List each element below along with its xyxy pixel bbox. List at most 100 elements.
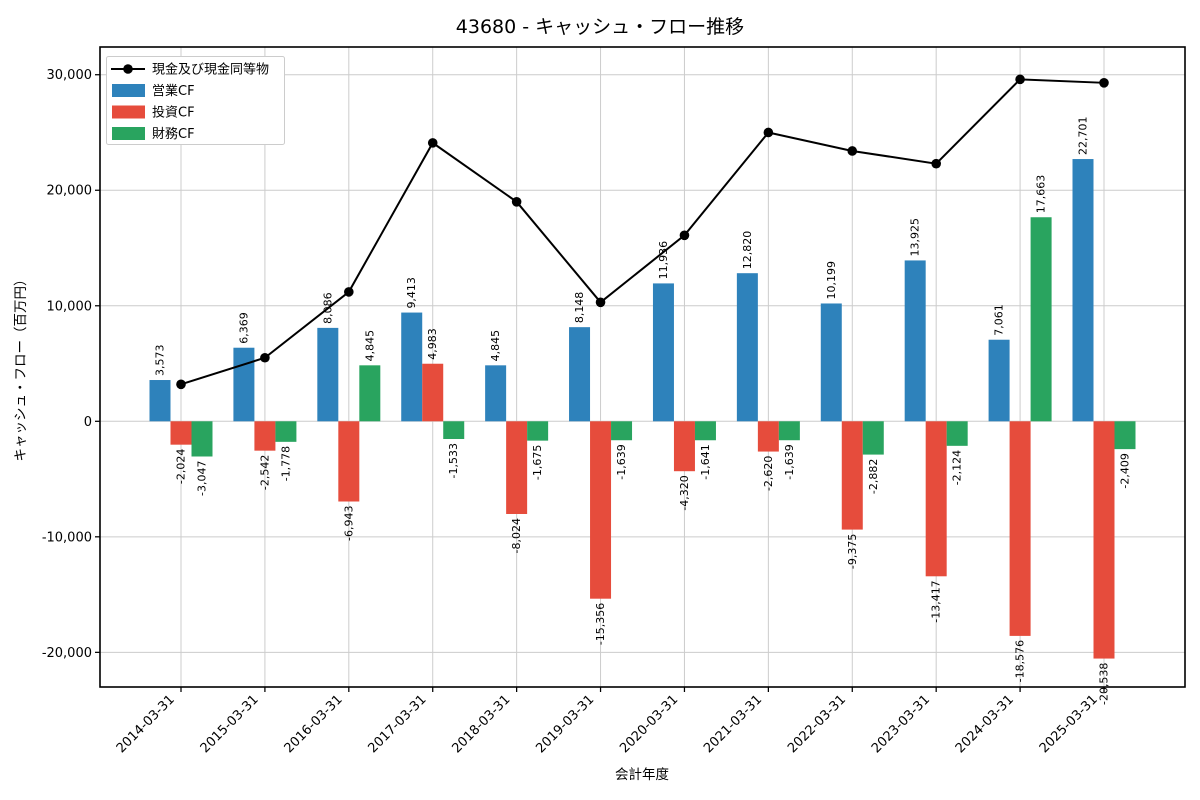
y-tick-label: 10,000	[47, 299, 93, 314]
bar-value-label: 4,845	[363, 330, 376, 362]
bar-value-label: -8,024	[510, 518, 523, 553]
bar-value-label: -18,576	[1014, 640, 1027, 682]
cash-line-marker	[679, 230, 690, 241]
bar-value-label: -3,047	[196, 460, 209, 495]
bar-営業CF-2022-03-31	[820, 303, 842, 422]
bar-財務CF-2023-03-31	[946, 421, 968, 446]
line-layer	[176, 74, 1109, 390]
bar-投資CF-2019-03-31	[590, 421, 612, 599]
bar-value-label: 13,925	[909, 218, 922, 257]
cash-line	[180, 78, 1105, 386]
cash-line-marker	[1099, 78, 1109, 88]
bar-value-label: -1,533	[447, 443, 460, 478]
legend: 現金及び現金同等物 営業CF 投資CF 財務CF	[106, 56, 285, 145]
bar-財務CF-2018-03-31	[527, 421, 549, 441]
bar-value-label: -2,620	[762, 456, 775, 491]
cash-line-marker	[931, 158, 941, 169]
bar-value-label: 12,820	[741, 231, 754, 270]
bar-value-label: 3,573	[154, 345, 167, 377]
bar-value-label: 7,061	[993, 304, 1006, 335]
bar-value-label: -1,675	[531, 445, 544, 480]
bar-value-label: -1,641	[699, 444, 712, 479]
bar-財務CF-2019-03-31	[611, 421, 633, 441]
bar-value-label: -1,639	[783, 444, 796, 479]
cash-line-marker	[511, 197, 522, 207]
bar-営業CF-2014-03-31	[149, 380, 171, 422]
bar-value-label: 8,086	[321, 292, 334, 324]
bar-営業CF-2019-03-31	[569, 327, 591, 422]
bar-value-label: 17,663	[1035, 175, 1048, 214]
cash-line-marker	[595, 297, 606, 308]
bar-投資CF-2024-03-31	[1009, 421, 1031, 636]
bar-財務CF-2025-03-31	[1114, 421, 1136, 450]
bar-営業CF-2015-03-31	[233, 347, 255, 422]
bar-value-label: -9,375	[846, 534, 859, 569]
y-axis-label: キャッシュ・フロー（百万円）	[13, 273, 29, 462]
bar-value-label: -2,024	[175, 449, 188, 484]
bar-value-label: -1,639	[615, 444, 628, 479]
bar-投資CF-2018-03-31	[506, 421, 528, 514]
bar-value-labels-layer: 3,573 6,369 8,086 9,413 4,845 8,148 11,936 12,8…	[154, 117, 1132, 705]
bars-layer	[149, 159, 1136, 659]
bar-営業CF-2017-03-31	[401, 312, 423, 422]
x-axis-label: 会計年度	[615, 767, 669, 783]
plot-border	[99, 46, 1186, 688]
y-tick-label: 20,000	[47, 184, 93, 199]
legend-label-investing-cf: 投資CF	[152, 105, 195, 121]
cash-line-marker	[763, 127, 774, 138]
bar-value-label: 9,413	[405, 277, 418, 309]
legend-line-marker-icon	[123, 64, 133, 74]
cash-line-marker	[260, 352, 270, 363]
y-tick-label: 0	[84, 415, 92, 430]
bar-value-label: -13,417	[930, 580, 943, 622]
bar-value-label: -2,409	[1119, 453, 1132, 488]
bar-value-label: -15,356	[594, 603, 607, 645]
bar-value-label: -2,124	[951, 450, 964, 485]
bar-value-label: -4,320	[678, 475, 691, 510]
legend-swatch-investing-cf	[112, 105, 145, 119]
bar-投資CF-2022-03-31	[841, 421, 863, 530]
legend-label-cash: 現金及び現金同等物	[152, 62, 269, 78]
bar-value-label: 10,199	[825, 261, 838, 300]
bar-投資CF-2020-03-31	[673, 421, 695, 472]
bar-営業CF-2020-03-31	[652, 283, 674, 422]
y-tick-label: -10,000	[42, 530, 92, 545]
bar-value-label: 6,369	[237, 312, 250, 344]
bar-value-label: -2,882	[867, 459, 880, 494]
bar-value-label: 8,148	[573, 292, 586, 324]
bar-財務CF-2017-03-31	[443, 421, 465, 440]
y-tick-label: 30,000	[47, 68, 93, 83]
bar-value-label: 4,983	[426, 328, 439, 360]
legend-label-financing-cf: 財務CF	[152, 127, 195, 142]
cash-line-marker	[176, 379, 186, 390]
bar-value-label: -2,542	[258, 455, 271, 490]
bar-財務CF-2020-03-31	[694, 421, 716, 441]
bar-value-label: -1,778	[279, 446, 292, 481]
legend-label-operating-cf: 営業CF	[152, 83, 195, 99]
cash-line-marker	[427, 138, 438, 148]
y-tick-label: -20,000	[42, 646, 92, 661]
bar-営業CF-2016-03-31	[317, 327, 339, 422]
bar-財務CF-2024-03-31	[1030, 217, 1052, 422]
bar-投資CF-2014-03-31	[170, 421, 192, 445]
bar-営業CF-2023-03-31	[904, 260, 926, 422]
bar-財務CF-2022-03-31	[862, 421, 884, 455]
bar-財務CF-2021-03-31	[778, 421, 800, 441]
bar-投資CF-2021-03-31	[757, 421, 779, 452]
bar-財務CF-2016-03-31	[359, 365, 381, 422]
bar-投資CF-2016-03-31	[338, 421, 360, 502]
bar-財務CF-2014-03-31	[191, 421, 213, 457]
chart-title: 43680 - キャッシュ・フロー推移	[456, 16, 744, 38]
bar-財務CF-2015-03-31	[275, 421, 297, 442]
cash-line-marker	[344, 287, 354, 297]
bar-投資CF-2025-03-31	[1093, 421, 1115, 659]
bar-value-label: -20,538	[1098, 663, 1111, 705]
bar-投資CF-2015-03-31	[254, 421, 276, 451]
bar-value-label: 22,701	[1077, 117, 1090, 156]
bar-value-label: 11,936	[657, 241, 670, 280]
bar-営業CF-2021-03-31	[736, 273, 758, 422]
legend-swatch-financing-cf	[112, 127, 145, 140]
bar-営業CF-2018-03-31	[485, 365, 507, 422]
